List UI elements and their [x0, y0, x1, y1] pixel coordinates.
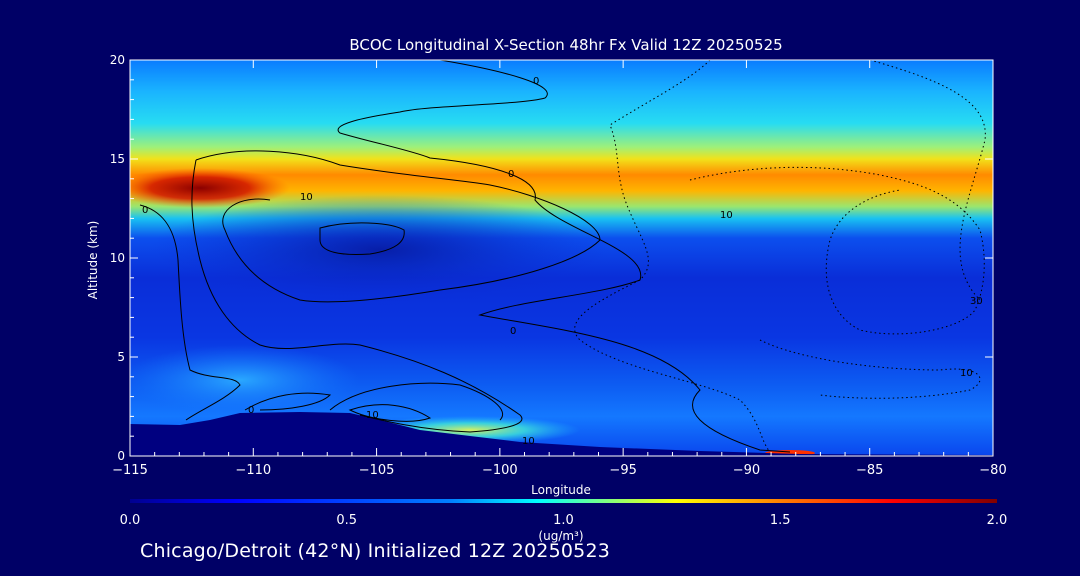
x-tick-label: −100	[482, 463, 518, 478]
y-tick-label: 5	[117, 350, 125, 364]
footer-text: Chicago/Detroit (42°N) Initialized 12Z 2…	[140, 540, 611, 562]
y-tick-label: 10	[110, 251, 125, 265]
colorbar-tick-label: 0.0	[120, 513, 141, 528]
contour-label: 0	[248, 405, 254, 416]
colorbar-tick-label: 1.0	[553, 513, 574, 528]
y-tick-label: 20	[110, 53, 125, 67]
colorbar	[130, 499, 997, 503]
contour-labels: 0 0 10 0 10 0 0 10 10 30 10	[142, 76, 983, 447]
contour-label: 10	[960, 368, 973, 379]
x-tick-label: −110	[235, 463, 271, 478]
contour-label: 10	[720, 210, 733, 221]
contour-low-c	[329, 382, 503, 421]
dotted-contours	[574, 60, 986, 453]
contour-label: 0	[533, 76, 539, 87]
heatmap-field: 0 0 10 0 10 0 0 10 10 30 10	[130, 60, 993, 456]
chart-title: BCOC Longitudinal X-Section 48hr Fx Vali…	[349, 36, 782, 54]
contour-label: 10	[522, 436, 535, 447]
contour-lines	[139, 60, 791, 453]
colorbar-tick-label: 1.5	[770, 513, 791, 528]
contour-dotted-10	[689, 166, 985, 335]
low-concentration-core	[150, 195, 610, 305]
contour-0-west	[139, 204, 241, 421]
contour-label: 30	[970, 296, 983, 307]
contour-0-main	[337, 60, 791, 453]
y-tick-label: 15	[110, 152, 125, 166]
colorbar-units: (ug/m³)	[538, 529, 583, 543]
colorbar-ticks: 0.0 0.5 1.0 1.5 2.0	[120, 513, 1008, 528]
colorbar-tick-label: 2.0	[987, 513, 1008, 528]
x-axis: −115 −110 −105 −100 −95 −90 −85 −80	[112, 60, 1007, 478]
y-axis: 0 5 10 15 20	[110, 53, 993, 463]
lowlevel-plume	[130, 345, 360, 415]
y-axis-label: Altitude (km)	[86, 221, 100, 300]
contour-label: 0	[508, 169, 514, 180]
contour-label: 0	[510, 326, 516, 337]
contour-10-ring	[195, 150, 601, 303]
x-tick-label: −80	[979, 463, 1006, 478]
terrain	[130, 412, 993, 456]
colorbar-tick-label: 0.5	[336, 513, 357, 528]
contour-label: 0	[142, 205, 148, 216]
max-concentration-core	[130, 168, 290, 208]
contour-low-a	[244, 392, 332, 411]
contour-label: 10	[366, 410, 379, 421]
y-tick-label: 0	[117, 449, 125, 463]
contour-label: 10	[300, 192, 313, 203]
contour-inner	[319, 222, 405, 255]
x-tick-label: −85	[856, 463, 883, 478]
x-tick-label: −95	[609, 463, 636, 478]
contour-dotted-0	[574, 60, 771, 453]
x-tick-label: −115	[112, 463, 148, 478]
x-tick-label: −90	[733, 463, 760, 478]
x-tick-label: −105	[359, 463, 395, 478]
contour-0-outer	[191, 159, 523, 433]
contour-low-b	[348, 404, 432, 422]
x-axis-label: Longitude	[531, 483, 591, 497]
